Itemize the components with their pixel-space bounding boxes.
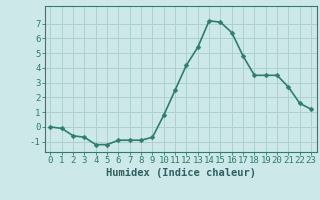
X-axis label: Humidex (Indice chaleur): Humidex (Indice chaleur) bbox=[106, 168, 256, 178]
